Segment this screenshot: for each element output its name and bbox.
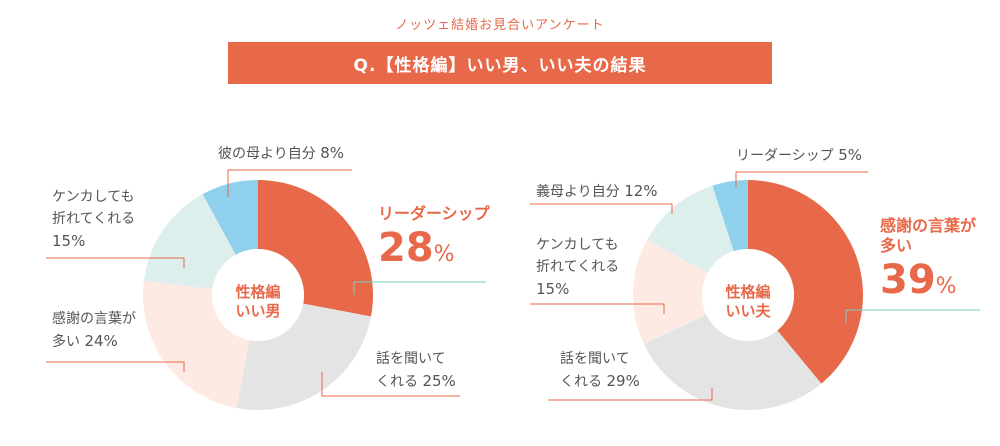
chart2-label-thanks-line1: 感謝の言葉が [880, 216, 977, 235]
chart2-slice-4 [712, 180, 748, 252]
chart1-slice-4 [202, 180, 258, 255]
chart1-label-listen: 話を聞いて くれる 25% [376, 348, 456, 393]
chart1-label-thanks-line2: 多い [52, 334, 80, 350]
chart1-label-listen-pct: 25% [422, 372, 456, 390]
chart1-label-leader-text: リーダーシップ [378, 204, 490, 223]
chart2-label-thanks: 感謝の言葉が 多い 39% [880, 216, 976, 311]
chart1-label-leader: リーダーシップ 28% [378, 204, 490, 279]
chart2-label-mother-pct: 12% [624, 182, 658, 200]
chart2-slice-0 [748, 180, 863, 384]
chart1-label-mother-text: 彼の母より自分 [218, 146, 316, 162]
chart2-leader-listen [548, 388, 713, 401]
question-title: Q.【性格編】いい男、いい夫の結果 [353, 55, 647, 76]
chart1-hole [212, 249, 304, 341]
chart2-center-label: 性格編 いい夫 [708, 283, 788, 321]
chart2-label-mother: 義母より自分 12% [536, 180, 658, 203]
chart2-label-thanks-pct: 39 [880, 257, 936, 303]
chart2-label-listen-line2: くれる [560, 374, 602, 390]
chart1-label-listen-line1: 話を聞いて [376, 351, 446, 367]
chart2-label-listen: 話を聞いて くれる 29% [560, 348, 640, 393]
chart1-label-mother-pct: 8% [320, 144, 344, 162]
chart1-label-leader-unit: % [433, 242, 455, 267]
chart2-label-thanks-line2: 多い [880, 236, 913, 255]
chart2-leader-thanks [845, 309, 980, 323]
chart2-slice-2 [633, 239, 708, 344]
chart2-label-thanks-unit: % [935, 274, 957, 299]
chart2-center-line2: いい夫 [725, 302, 771, 320]
chart1-center-line2: いい男 [235, 302, 281, 320]
chart1-label-mother: 彼の母より自分 8% [218, 142, 344, 165]
chart1-slice-2 [143, 280, 250, 408]
survey-subtitle: ノッツェ結婚お見合いアンケート [395, 18, 605, 33]
chart2-label-mother-text: 義母より自分 [536, 184, 620, 200]
chart1-label-fight: ケンカしても 折れてくれる 15% [52, 186, 135, 252]
chart2-label-leader: リーダーシップ 5% [736, 144, 862, 167]
chart1-label-fight-line1: ケンカしても [52, 189, 135, 205]
chart2-label-listen-line1: 話を聞いて [560, 351, 630, 367]
chart1-slice-1 [236, 303, 371, 411]
chart1-label-fight-pct: 15% [52, 232, 86, 250]
chart1-label-leader-pct: 28 [378, 225, 434, 271]
chart1-label-thanks-line1: 感謝の言葉が [52, 311, 136, 327]
chart1-label-fight-line2: 折れてくれる [52, 211, 136, 227]
chart2-label-fight-pct: 15% [536, 280, 570, 298]
chart1-leader-leader [353, 281, 486, 295]
question-title-bar: Q.【性格編】いい男、いい夫の結果 [228, 42, 772, 84]
chart2-slice-1 [643, 314, 822, 410]
chart2-hole [702, 249, 794, 341]
chart1-leader-mother [227, 169, 352, 197]
chart1-leader-thanks [46, 361, 185, 372]
chart2-label-fight-line2: 折れてくれる [536, 259, 620, 275]
chart2-label-leader-pct: 5% [838, 146, 862, 164]
chart1-leader-fight [46, 257, 185, 268]
chart2-label-leader-text: リーダーシップ [736, 148, 834, 164]
chart1-label-listen-line2: くれる [376, 374, 418, 390]
chart2-leader-leader [735, 171, 868, 187]
chart1-center-label: 性格編 いい男 [218, 283, 298, 321]
chart1-leader-listen [321, 372, 460, 397]
chart2-label-fight-line1: ケンカしても [536, 237, 619, 253]
chart2-label-fight: ケンカしても 折れてくれる 15% [536, 234, 619, 300]
chart1-label-thanks: 感謝の言葉が 多い 24% [52, 308, 136, 353]
chart2-leader-mother [530, 203, 673, 214]
chart2-label-listen-pct: 29% [606, 372, 640, 390]
chart1-slice-0 [258, 180, 374, 317]
chart2-slice-3 [647, 185, 734, 273]
chart2-center-line1: 性格編 [725, 283, 771, 301]
chart1-slice-3 [143, 194, 236, 290]
chart2-leader-fight [530, 303, 665, 314]
chart1-label-thanks-pct: 24% [84, 332, 118, 350]
chart1-center-line1: 性格編 [235, 283, 281, 301]
